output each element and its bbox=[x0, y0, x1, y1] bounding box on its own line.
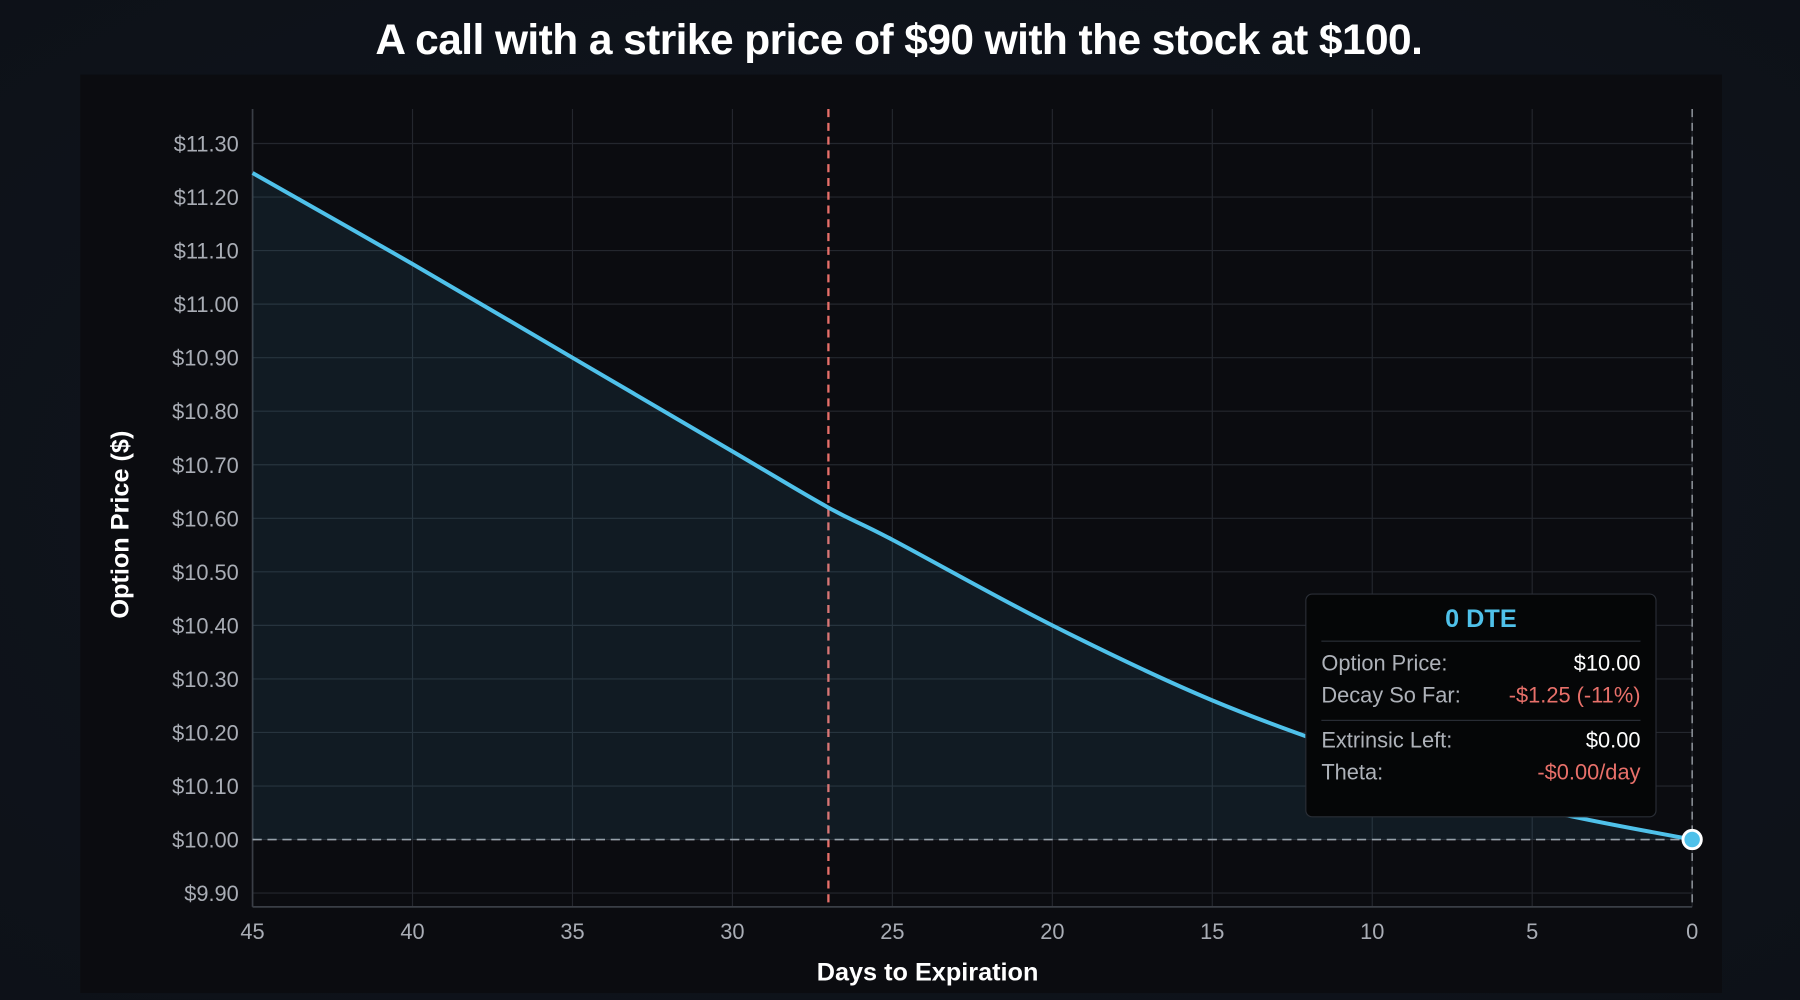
x-tick-label: 25 bbox=[880, 919, 904, 944]
highlight-point bbox=[1681, 828, 1703, 851]
y-tick-label: $11.20 bbox=[174, 185, 239, 210]
x-tick-label: 5 bbox=[1526, 919, 1538, 944]
tooltip-value: $10.00 bbox=[1573, 652, 1641, 677]
chart-title: A call with a strike price of $90 with t… bbox=[0, 16, 1800, 64]
tooltip-title: 0 DTE bbox=[1321, 604, 1641, 642]
tooltip-row-decay: Decay So Far: -$1.25 (-11%) bbox=[1321, 681, 1640, 713]
chart-title-text: A call with a strike price of $90 with t… bbox=[375, 16, 1423, 64]
tooltip: 0 DTE Option Price: $10.00 Decay So Far: -… bbox=[1305, 593, 1657, 818]
x-tick-label: 45 bbox=[240, 919, 264, 944]
tooltip-row-extrinsic: Extrinsic Left: $0.00 bbox=[1321, 726, 1640, 758]
tooltip-value: -$1.25 (-11%) bbox=[1508, 684, 1641, 709]
x-tick-label: 40 bbox=[400, 919, 424, 944]
x-tick-label: 10 bbox=[1360, 919, 1384, 944]
y-tick-label: $11.30 bbox=[174, 132, 239, 157]
tooltip-row-option-price: Option Price: $10.00 bbox=[1321, 649, 1640, 681]
x-tick-label: 0 bbox=[1686, 919, 1698, 944]
tooltip-label: Extrinsic Left: bbox=[1321, 728, 1453, 754]
x-ticks: 45 40 35 30 25 20 15 10 5 0 bbox=[240, 919, 1698, 944]
tooltip-value: $0.00 bbox=[1585, 728, 1641, 754]
y-tick-label: $11.10 bbox=[174, 239, 239, 264]
reference-lines bbox=[252, 109, 1693, 907]
y-tick-label: $10.30 bbox=[172, 667, 239, 692]
y-tick-label: $10.70 bbox=[172, 453, 239, 478]
tooltip-value: -$0.00/day bbox=[1537, 761, 1641, 786]
y-tick-label: $10.00 bbox=[172, 828, 239, 853]
tooltip-divider bbox=[1321, 719, 1641, 721]
x-tick-label: 35 bbox=[560, 919, 584, 944]
x-axis-label: Days to Expiration bbox=[817, 958, 1039, 986]
series-area bbox=[252, 172, 1693, 840]
x-tick-label: 20 bbox=[1040, 919, 1064, 944]
y-tick-label: $10.50 bbox=[172, 560, 239, 585]
y-tick-label: $10.90 bbox=[172, 346, 239, 371]
y-tick-label: $10.60 bbox=[172, 506, 239, 531]
y-tick-label: $9.90 bbox=[184, 881, 239, 906]
y-tick-label: $10.20 bbox=[172, 721, 239, 746]
y-tick-label: $10.10 bbox=[172, 774, 239, 799]
tooltip-label: Decay So Far: bbox=[1321, 684, 1461, 709]
y-tick-label: $10.80 bbox=[172, 399, 239, 424]
y-tick-label: $11.00 bbox=[174, 292, 239, 317]
y-tick-label: $10.40 bbox=[172, 613, 239, 638]
y-axis-label: Option Price ($) bbox=[107, 431, 135, 619]
tooltip-label: Option Price: bbox=[1321, 652, 1448, 677]
x-tick-label: 15 bbox=[1200, 919, 1224, 944]
tooltip-label: Theta: bbox=[1321, 761, 1384, 786]
x-tick-label: 30 bbox=[720, 919, 744, 944]
y-ticks: $11.30 $11.20 $11.10 $11.00 $10.90 $10.80 $10.… bbox=[172, 132, 239, 907]
tooltip-row-theta: Theta: -$0.00/day bbox=[1321, 758, 1640, 790]
